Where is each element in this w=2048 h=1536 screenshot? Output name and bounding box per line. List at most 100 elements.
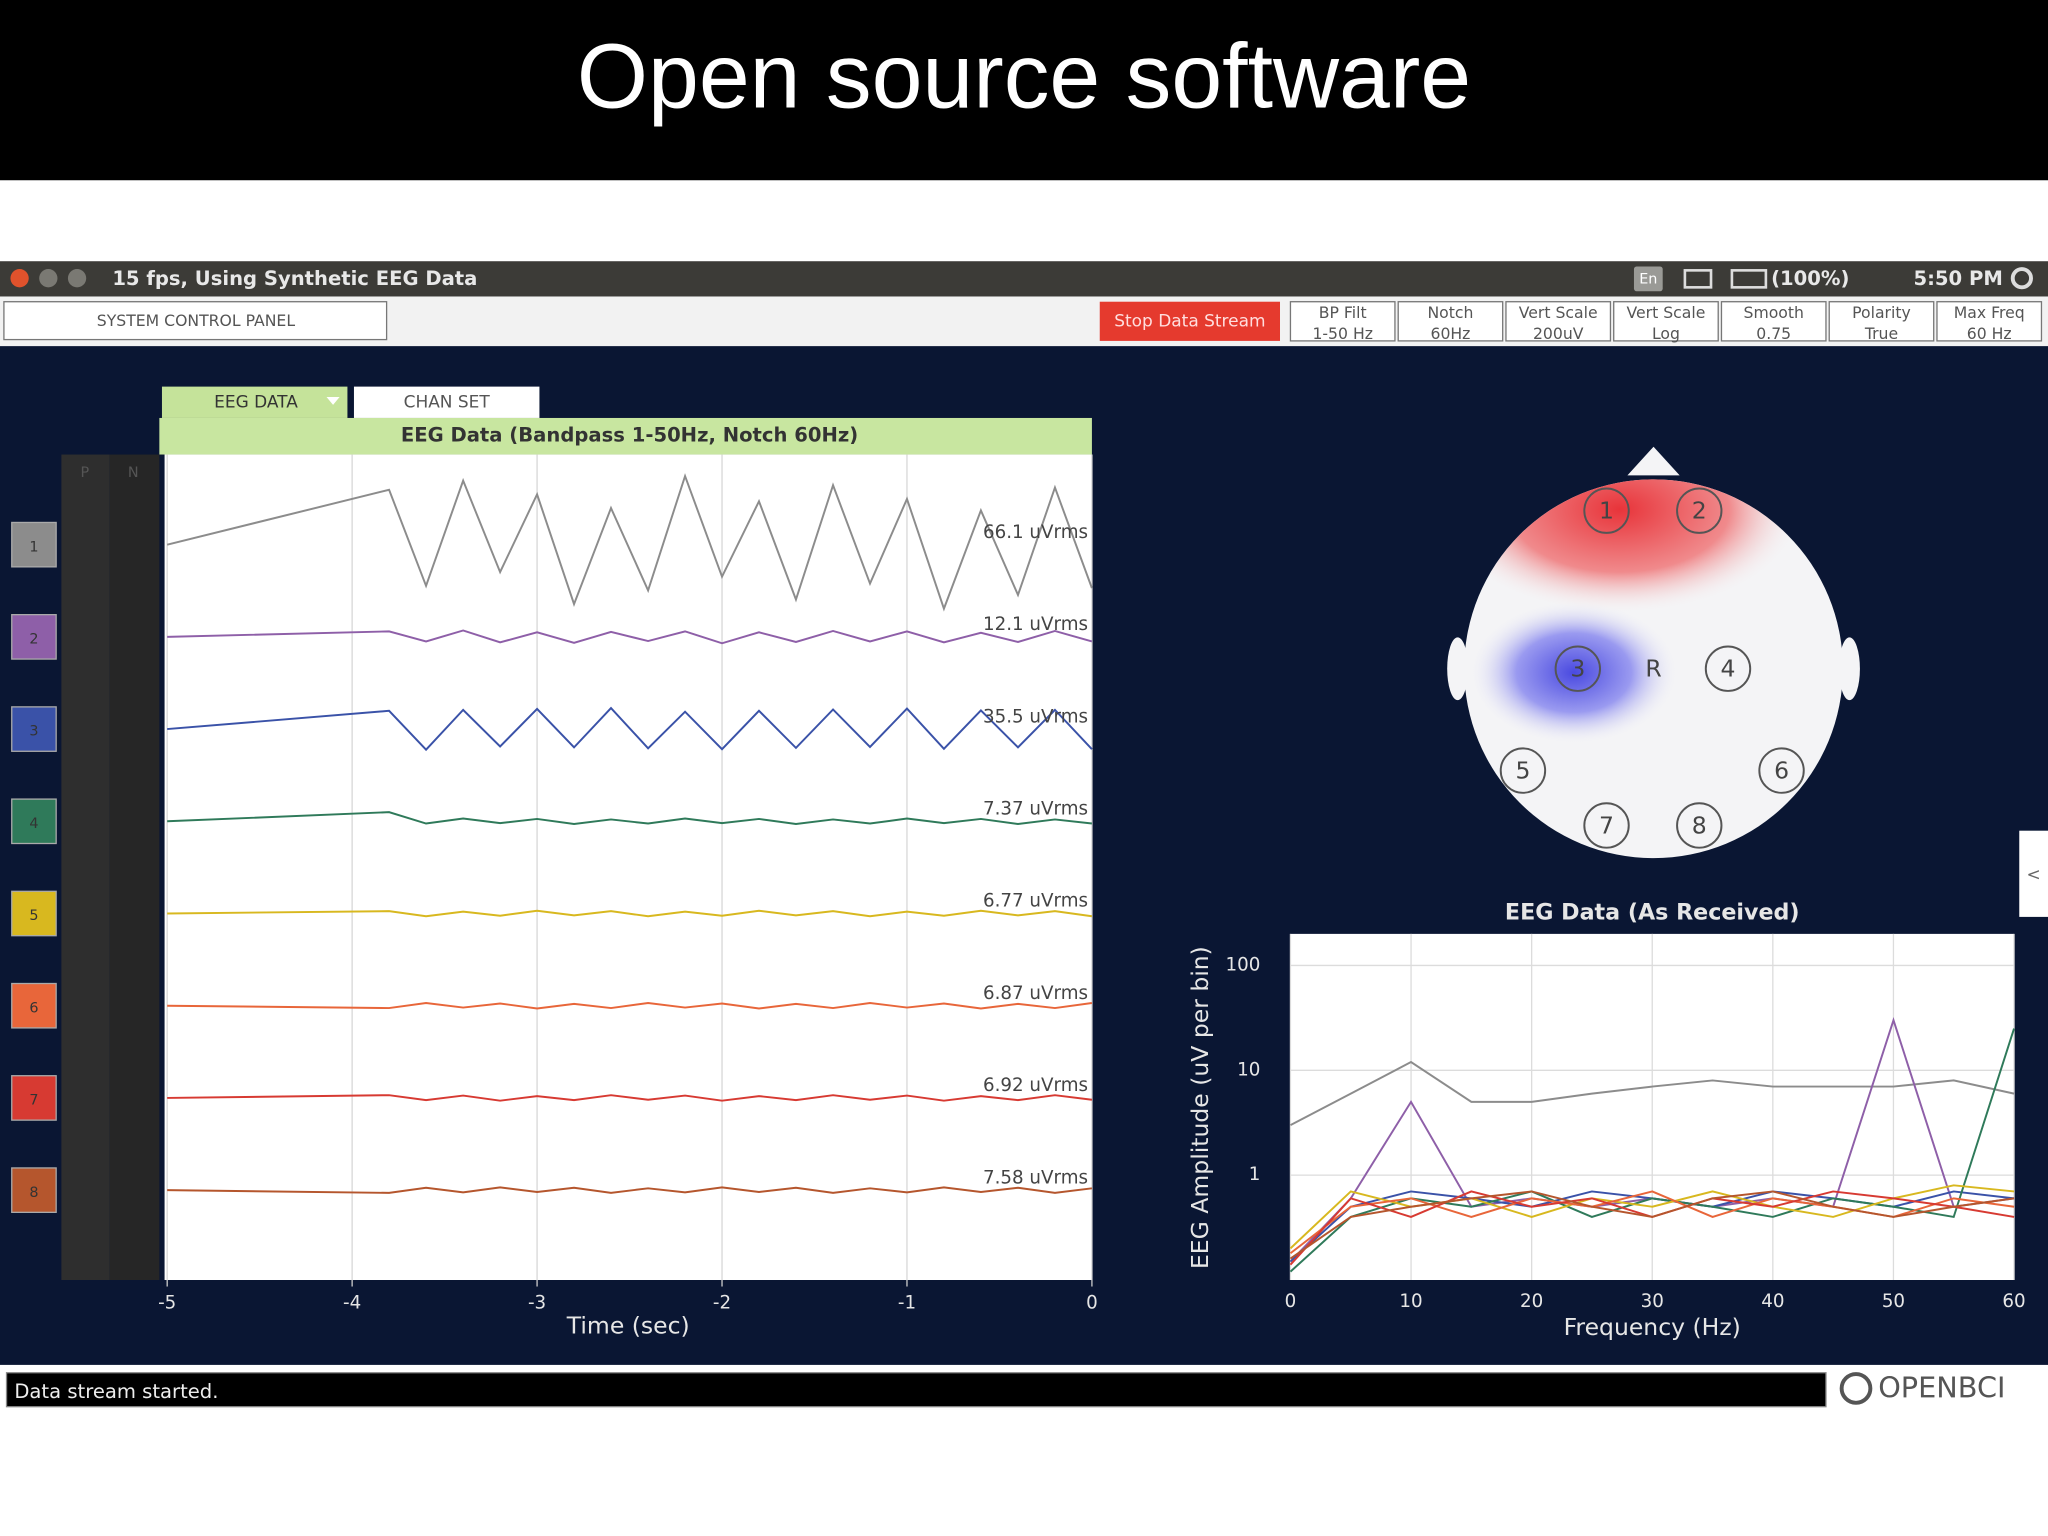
close-button[interactable]	[10, 269, 29, 288]
channel-number: 8	[29, 1185, 38, 1201]
fft-y-label: EEG Amplitude (uV per bin)	[1186, 946, 1214, 1269]
rms-label: 6.87 uVrms	[983, 983, 1088, 1004]
toolbar-button-value: 60 Hz	[1967, 324, 2012, 343]
x-tick-label: -5	[158, 1293, 176, 1314]
fft-title: EEG Data (As Received)	[1505, 899, 1800, 925]
channel-box[interactable]	[11, 1167, 57, 1213]
lang-icon[interactable]	[1633, 266, 1663, 292]
electrode[interactable]	[1758, 747, 1805, 794]
x-tick-label: 60	[2002, 1291, 2025, 1312]
x-axis-label: Time (sec)	[566, 1312, 690, 1340]
status-text: Data stream started.	[14, 1380, 218, 1403]
y-tick-label: 10	[1237, 1059, 1260, 1080]
toolbar-button-value: 1-50 Hz	[1312, 324, 1373, 343]
channel-box[interactable]	[11, 614, 57, 660]
timeseries-chart: -5 -4 -3 -2 -1 0 1 66.1 uVrms 2 12.1 uVrms 3 35.5 u…	[11, 454, 1098, 1314]
eeg-trace	[167, 629, 1093, 645]
channel-box[interactable]	[11, 890, 57, 937]
electrode[interactable]	[1676, 802, 1723, 849]
timeseries-plot-area	[164, 454, 1092, 1280]
eeg-trace	[167, 1186, 1093, 1194]
eeg-trace	[166, 473, 1093, 612]
chan-set-tab[interactable]	[353, 386, 540, 418]
rms-label: 6.77 uVrms	[983, 891, 1088, 912]
clock: 5:50 PM	[1913, 267, 2002, 290]
p-column	[61, 454, 110, 1280]
x-tick-label: 0	[1285, 1291, 1297, 1312]
x-tick-label: -4	[343, 1293, 361, 1314]
fft-chart: 0 10 20 30 40 50 60 1 10 100	[1226, 933, 2026, 1312]
eeg-data-tab[interactable]	[161, 386, 348, 418]
channel-number: 5	[29, 908, 38, 924]
lang-text: En	[1639, 272, 1657, 288]
side-tab[interactable]	[2019, 830, 2048, 917]
toolbar-button-value: 60Hz	[1430, 324, 1470, 343]
x-tick-label: 0	[1086, 1293, 1098, 1314]
toolbar-button[interactable]	[1720, 301, 1827, 342]
logo: OPENBCI	[1878, 1371, 2005, 1405]
toolbar-button[interactable]	[1828, 301, 1935, 342]
rms-label: 66.1 uVrms	[983, 522, 1088, 543]
y-tick-label: 100	[1226, 954, 1261, 975]
stop-button[interactable]	[1099, 301, 1280, 341]
toolbar-button[interactable]	[1505, 301, 1612, 342]
toolbar-button-label: Max Freq	[1954, 303, 2025, 322]
toolbar-button[interactable]	[1613, 301, 1719, 342]
toolbar-button-value: 0.75	[1756, 324, 1791, 343]
channel-box[interactable]	[11, 706, 57, 752]
slide-title: Open source software	[577, 26, 1471, 128]
channel-box[interactable]	[11, 521, 57, 568]
toolbar-button-value: Log	[1652, 324, 1680, 343]
n-header: N	[128, 465, 139, 481]
window-title: 15 fps, Using Synthetic EEG Data	[112, 267, 477, 290]
eeg-trace	[167, 1094, 1093, 1102]
minimize-button[interactable]	[39, 269, 58, 288]
channel-box[interactable]	[11, 1075, 57, 1121]
toolbar-button-label: Vert Scale	[1627, 303, 1706, 322]
battery-icon[interactable]	[1730, 269, 1768, 289]
rms-label: 7.58 uVrms	[983, 1167, 1088, 1188]
electrode[interactable]	[1499, 747, 1547, 794]
x-tick-label: -2	[713, 1293, 731, 1314]
toolbar-button[interactable]	[1936, 301, 2043, 342]
fft-line	[1289, 1190, 2015, 1260]
n-column	[109, 454, 160, 1280]
reference-label: R	[1645, 655, 1661, 683]
side-tab-text: <	[2027, 865, 2041, 885]
electrode-label: 6	[1774, 756, 1789, 784]
electrode[interactable]	[1583, 487, 1630, 534]
mail-icon[interactable]	[1683, 269, 1713, 289]
chart-header	[159, 417, 1092, 455]
maximize-button[interactable]	[67, 269, 87, 288]
channel-number: 1	[29, 539, 38, 555]
electrodes: 1 2 3 4 5 6 7 8 R	[1499, 487, 1805, 849]
head-plot	[1447, 446, 1860, 859]
x-tick-label: -3	[528, 1293, 546, 1314]
channel-number: 6	[29, 1000, 38, 1016]
tab-dropdown-arrow	[326, 397, 340, 405]
settings-icon[interactable]	[2010, 267, 2033, 290]
nose	[1627, 446, 1680, 476]
x-tick-label: 40	[1761, 1291, 1784, 1312]
toolbar-button-value: True	[1864, 324, 1898, 343]
electrode[interactable]	[1583, 802, 1630, 849]
toolbar-buttons: BP Filt 1-50 Hz Notch 60Hz Vert Scale 200uV Ve…	[1289, 301, 2043, 343]
electrode[interactable]	[1554, 645, 1601, 692]
toolbar-button[interactable]	[1289, 301, 1396, 342]
toolbar-button-value: 200uV	[1533, 324, 1584, 343]
channel-box[interactable]	[11, 798, 57, 845]
blue-activity	[1469, 600, 1679, 745]
chart-title: EEG Data (Bandpass 1-50Hz, Notch 60Hz)	[401, 424, 858, 447]
electrode[interactable]	[1704, 645, 1752, 692]
y-tick-label: 1	[1249, 1164, 1261, 1185]
electrode-label: 8	[1692, 811, 1707, 839]
slide-header	[0, 0, 2048, 181]
toolbar-button[interactable]	[1397, 301, 1504, 342]
system-control-button[interactable]	[3, 301, 388, 341]
channel-number: 4	[29, 816, 38, 832]
eeg-trace	[167, 1001, 1093, 1010]
channel-box[interactable]	[11, 982, 57, 1029]
electrode[interactable]	[1676, 487, 1723, 534]
window-titlebar	[0, 261, 2048, 297]
